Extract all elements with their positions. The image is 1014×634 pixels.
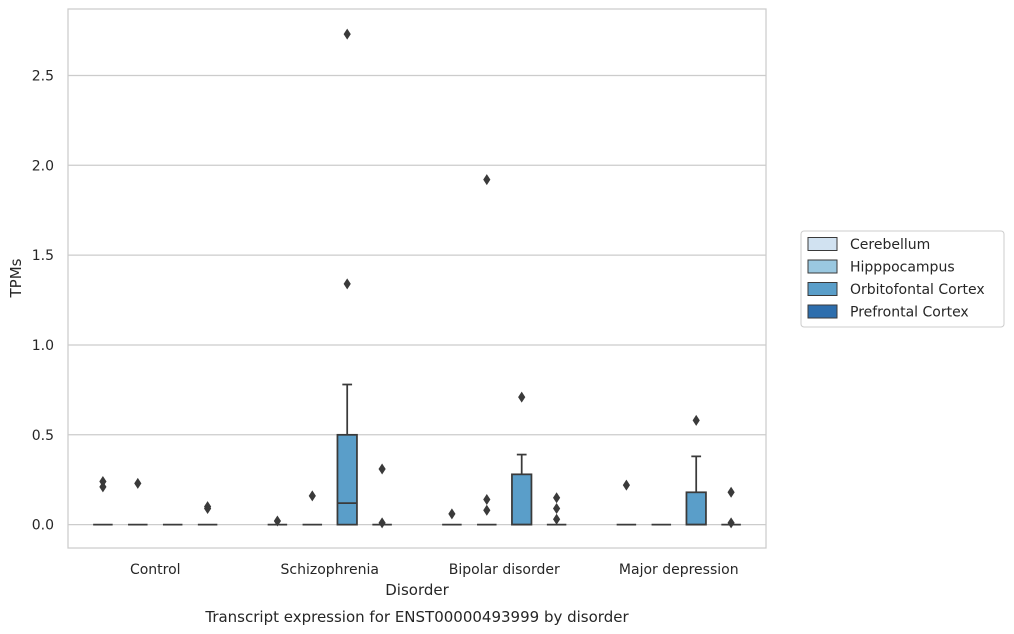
box-cerebellum-bipolar-disorder (442, 508, 462, 526)
box-hipppocampus-bipolar-disorder (477, 174, 497, 526)
x-tick-label: Schizophrenia (281, 562, 379, 578)
x-tick-label: Control (130, 562, 181, 578)
y-tick-label: 1.0 (32, 338, 54, 354)
chart-caption: Transcript expression for ENST0000049399… (204, 608, 629, 626)
box-prefrontal-cortex-major-depression (721, 486, 741, 529)
y-axis-title: TPMs (7, 258, 25, 298)
box-plot-area (93, 28, 741, 529)
outlier-point (343, 278, 351, 290)
legend-swatch (807, 259, 838, 274)
box-orbitofontal-cortex-major-depression (685, 414, 707, 526)
box-cerebellum-major-depression (616, 479, 637, 526)
y-tick-label: 2.0 (32, 158, 54, 174)
outlier-point (308, 490, 316, 502)
plot-frame (67, 8, 767, 549)
outlier-point (553, 502, 561, 514)
x-tick-label: Bipolar disorder (449, 562, 560, 578)
outlier-point (483, 493, 491, 505)
outlier-point (692, 414, 700, 426)
outlier-point (483, 504, 491, 516)
x-axis-title: Disorder (385, 581, 449, 599)
legend-label: Cerebellum (850, 237, 930, 253)
outlier-point (553, 492, 561, 504)
outlier-point (622, 479, 630, 491)
box-cerebellum-control (93, 476, 113, 526)
outlier-point (134, 477, 142, 489)
outlier-point (378, 517, 386, 529)
box-hipppocampus-schizophrenia (302, 490, 323, 526)
gridlines (68, 74, 766, 526)
legend-label: Prefrontal Cortex (850, 305, 969, 321)
box (511, 473, 533, 526)
outlier-point (204, 501, 212, 513)
y-tick-label: 0.5 (32, 428, 54, 444)
y-tick-label: 2.5 (32, 68, 54, 84)
outlier-point (727, 486, 735, 498)
legend-label: Hipppocampus (850, 260, 955, 276)
y-tick-label: 0.0 (32, 518, 54, 534)
outlier-point (99, 476, 107, 488)
x-tick-label: Major depression (619, 562, 739, 578)
box-hipppocampus-control (128, 477, 148, 526)
y-tick-label: 1.5 (32, 248, 54, 264)
outlier-point (343, 28, 351, 40)
x-axis-ticks: Control Schizophrenia Bipolar disorder Majo… (130, 562, 739, 578)
box-prefrontal-cortex-schizophrenia (372, 463, 392, 529)
legend: Cerebellum Hipppocampus Orbitofontal Corte… (800, 230, 1005, 328)
box (336, 433, 358, 526)
box-orbitofontal-cortex-schizophrenia (336, 28, 358, 526)
box-prefrontal-cortex-control (197, 501, 218, 526)
outlier-point (448, 508, 456, 520)
legend-swatch (807, 304, 838, 319)
legend-label: Orbitofontal Cortex (850, 282, 985, 298)
outlier-point (727, 517, 735, 529)
outlier-point (483, 174, 491, 186)
y-axis-ticks: 0.0 0.5 1.0 1.5 2.0 2.5 (32, 68, 54, 533)
box (685, 491, 707, 526)
outlier-point (518, 391, 526, 403)
box-prefrontal-cortex-bipolar-disorder (546, 492, 567, 526)
legend-frame (800, 230, 1005, 328)
legend-swatch (807, 282, 838, 296)
box-orbitofontal-cortex-bipolar-disorder (511, 391, 533, 526)
outlier-point (273, 515, 281, 527)
legend-swatch (807, 237, 838, 251)
outlier-point (553, 513, 561, 525)
outlier-point (378, 463, 386, 475)
box-cerebellum-schizophrenia (267, 515, 288, 527)
